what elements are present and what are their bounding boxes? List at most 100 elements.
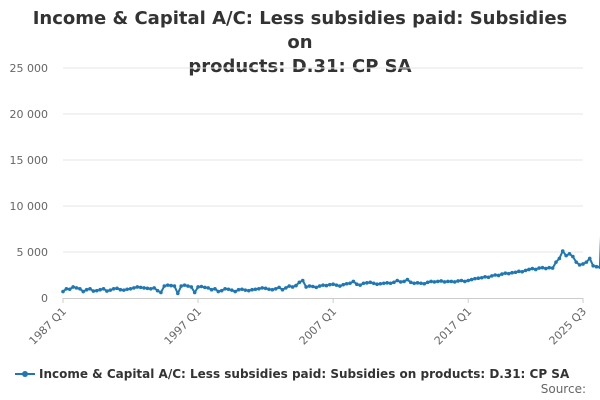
legend[interactable]: Income & Capital A/C: Less subsidies pai…	[15, 366, 569, 382]
data-point[interactable]	[105, 289, 109, 293]
data-point[interactable]	[88, 287, 92, 291]
data-point[interactable]	[500, 272, 504, 276]
data-point[interactable]	[591, 264, 595, 268]
data-point[interactable]	[121, 288, 126, 292]
data-point[interactable]	[466, 278, 470, 283]
data-point[interactable]	[571, 254, 575, 259]
data-point[interactable]	[429, 279, 433, 284]
data-point[interactable]	[523, 268, 528, 273]
data-point[interactable]	[196, 285, 200, 289]
data-point[interactable]	[115, 286, 119, 291]
data-point[interactable]	[348, 281, 352, 286]
data-point[interactable]	[189, 285, 194, 289]
data-point[interactable]	[304, 285, 308, 289]
data-point[interactable]	[412, 281, 416, 286]
data-point[interactable]	[273, 287, 278, 291]
data-point[interactable]	[290, 285, 295, 289]
data-point[interactable]	[574, 260, 579, 264]
data-point[interactable]	[118, 287, 123, 292]
data-point[interactable]	[74, 286, 79, 290]
data-point[interactable]	[473, 276, 477, 281]
data-point[interactable]	[436, 279, 440, 284]
data-point[interactable]	[351, 279, 356, 284]
data-point[interactable]	[392, 280, 396, 285]
data-point[interactable]	[260, 286, 265, 290]
data-point[interactable]	[517, 269, 521, 274]
data-point[interactable]	[388, 281, 393, 286]
data-point[interactable]	[567, 252, 572, 256]
data-point[interactable]	[152, 286, 156, 290]
data-point[interactable]	[533, 267, 538, 272]
data-point[interactable]	[405, 277, 410, 282]
data-point[interactable]	[486, 275, 491, 280]
data-point[interactable]	[125, 287, 129, 292]
data-point[interactable]	[469, 277, 474, 282]
data-point[interactable]	[402, 279, 406, 284]
data-point[interactable]	[277, 285, 281, 290]
data-point[interactable]	[108, 288, 113, 292]
data-point[interactable]	[331, 282, 335, 287]
data-point[interactable]	[368, 280, 373, 285]
data-point[interactable]	[71, 285, 75, 289]
data-point[interactable]	[338, 284, 342, 288]
data-point[interactable]	[520, 269, 525, 274]
data-point[interactable]	[375, 282, 379, 287]
data-point[interactable]	[564, 253, 568, 258]
data-point[interactable]	[91, 289, 96, 293]
data-point[interactable]	[395, 278, 400, 283]
data-point[interactable]	[341, 282, 346, 287]
data-point[interactable]	[246, 288, 251, 293]
data-point[interactable]	[463, 279, 467, 284]
data-point[interactable]	[294, 283, 298, 288]
data-point[interactable]	[554, 260, 558, 264]
data-point[interactable]	[442, 280, 447, 284]
data-point[interactable]	[257, 287, 261, 291]
data-point[interactable]	[344, 281, 349, 286]
data-point[interactable]	[233, 289, 238, 294]
data-point[interactable]	[138, 285, 143, 290]
data-point[interactable]	[490, 274, 494, 278]
data-point[interactable]	[378, 281, 383, 286]
data-point[interactable]	[314, 285, 319, 290]
data-point[interactable]	[479, 275, 484, 280]
data-point[interactable]	[432, 280, 437, 284]
data-point[interactable]	[547, 265, 552, 270]
data-point[interactable]	[506, 271, 511, 276]
data-point[interactable]	[165, 283, 170, 287]
data-point[interactable]	[148, 287, 153, 291]
data-point[interactable]	[358, 283, 362, 287]
data-point[interactable]	[456, 279, 460, 283]
data-point[interactable]	[206, 286, 210, 290]
data-point[interactable]	[94, 288, 99, 293]
data-point[interactable]	[361, 281, 366, 286]
data-point[interactable]	[280, 287, 285, 292]
data-point[interactable]	[84, 287, 89, 292]
data-point[interactable]	[219, 288, 224, 293]
data-point[interactable]	[300, 278, 305, 283]
data-point[interactable]	[267, 287, 271, 292]
data-point[interactable]	[452, 280, 457, 284]
data-point[interactable]	[425, 280, 430, 285]
data-point[interactable]	[584, 260, 589, 264]
data-point[interactable]	[223, 287, 227, 291]
data-point[interactable]	[162, 284, 167, 288]
data-point[interactable]	[101, 287, 106, 291]
data-point[interactable]	[550, 266, 555, 270]
data-point[interactable]	[398, 280, 403, 284]
data-point[interactable]	[321, 283, 325, 287]
data-point[interactable]	[199, 284, 204, 289]
data-point[interactable]	[135, 285, 140, 289]
data-point[interactable]	[459, 278, 464, 283]
data-point[interactable]	[236, 287, 241, 292]
data-point[interactable]	[81, 289, 86, 294]
data-point[interactable]	[544, 266, 548, 271]
data-point[interactable]	[381, 281, 386, 286]
data-point[interactable]	[243, 288, 248, 292]
data-point[interactable]	[240, 287, 244, 292]
data-point[interactable]	[527, 267, 531, 272]
data-point[interactable]	[439, 279, 443, 283]
data-point[interactable]	[354, 282, 359, 287]
data-point[interactable]	[385, 281, 389, 285]
data-point[interactable]	[128, 287, 133, 291]
data-point[interactable]	[510, 270, 514, 275]
